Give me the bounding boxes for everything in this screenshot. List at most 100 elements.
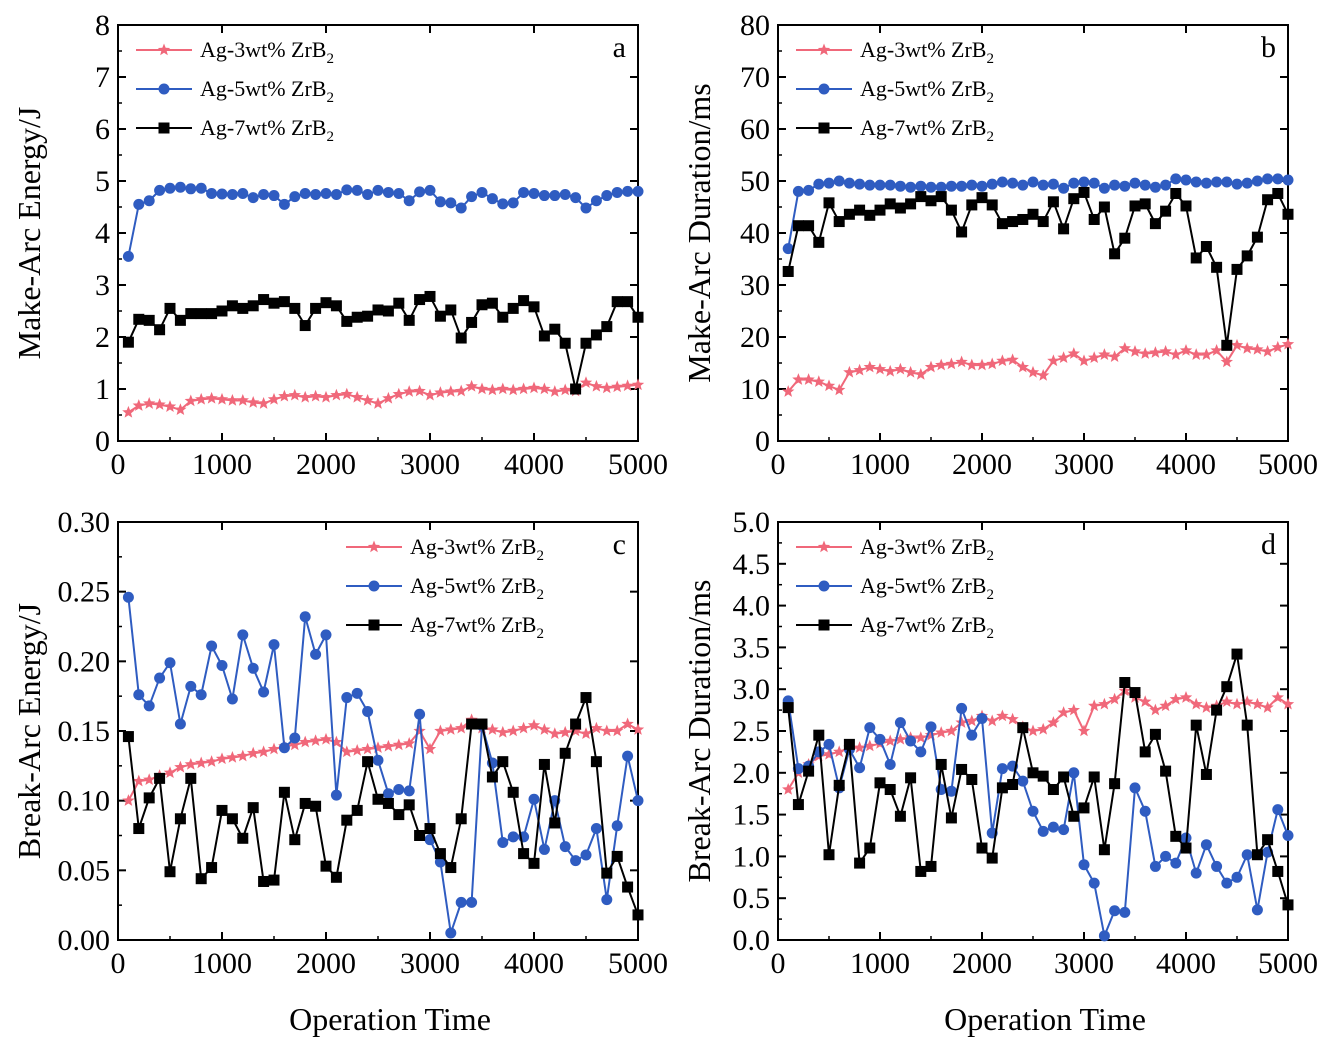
data-point-circle-marker — [341, 184, 353, 196]
data-point-circle-marker — [372, 184, 384, 196]
data-point-circle-marker — [580, 202, 592, 214]
data-point-circle-marker — [372, 754, 384, 766]
data-point-square-marker — [185, 308, 197, 320]
data-point-square-marker — [813, 236, 825, 248]
series-1 — [782, 337, 1295, 397]
data-point-square-marker — [1047, 784, 1059, 796]
data-point-star-marker — [792, 373, 805, 385]
data-point-star-marker — [955, 355, 968, 368]
data-point-star-marker — [475, 382, 489, 395]
data-point-square-marker — [195, 873, 207, 885]
data-point-star-marker — [299, 735, 312, 748]
series-2 — [782, 173, 1294, 255]
legend-label: Ag-7wt% ZrB2 — [410, 612, 544, 642]
data-point-square-marker — [1190, 719, 1202, 731]
data-point-square-marker — [1272, 865, 1284, 877]
data-point-circle-marker — [549, 190, 561, 202]
y-axis-title: Break-Arc Duration/ms — [681, 579, 717, 882]
data-point-square-marker — [782, 265, 794, 277]
data-point-circle-marker — [864, 179, 876, 191]
data-point-star-marker — [853, 363, 866, 376]
data-point-circle-marker — [1200, 839, 1212, 851]
data-point-circle-marker — [611, 186, 623, 198]
data-point-circle-marker — [424, 184, 436, 196]
data-point-star-marker — [517, 721, 530, 734]
data-point-star-marker — [205, 755, 218, 767]
data-point-circle-marker — [351, 687, 363, 699]
x-tick-label: 3000 — [400, 947, 460, 980]
data-point-star-marker — [1128, 345, 1142, 357]
data-point-square-marker — [945, 812, 957, 824]
data-point-star-marker — [288, 738, 301, 751]
data-point-star-marker — [215, 392, 229, 405]
y-tick-label: 70 — [740, 61, 770, 94]
series-3 — [122, 692, 644, 921]
data-point-circle-marker — [915, 180, 927, 192]
data-point-star-marker — [1057, 351, 1070, 364]
data-point-square-marker — [143, 792, 155, 804]
y-tick-label: 0.30 — [58, 506, 111, 539]
data-point-circle-marker — [351, 184, 363, 196]
data-point-star-marker — [833, 383, 846, 396]
data-point-square-marker — [424, 823, 436, 835]
data-point-square-marker — [580, 692, 592, 704]
data-point-square-marker — [299, 797, 311, 809]
data-point-circle-marker — [966, 179, 978, 191]
data-point-circle-marker — [1190, 867, 1202, 879]
data-point-star-marker — [924, 728, 938, 741]
data-point-square-marker — [792, 220, 804, 232]
data-point-square-marker — [1272, 187, 1284, 199]
data-point-star-marker — [986, 714, 999, 727]
data-point-circle-marker — [1231, 871, 1243, 883]
data-point-square-marker — [393, 809, 405, 821]
data-point-square-marker — [434, 310, 446, 322]
x-tick-label: 5000 — [608, 947, 668, 980]
data-point-circle-marker — [1190, 176, 1202, 188]
data-point-star-marker — [1149, 703, 1162, 716]
data-point-circle-marker — [976, 712, 988, 724]
data-point-square-marker — [372, 793, 384, 805]
series-1 — [122, 376, 645, 418]
data-point-star-marker — [548, 727, 561, 740]
data-point-star-marker — [1251, 697, 1264, 710]
data-point-star-marker — [863, 360, 876, 373]
chart-panel-a: 0 1000 2000 3000 4000 5000 0 1 2 3 4 5 6 7 8 Make-Arc E… — [11, 9, 668, 481]
data-point-circle-marker — [174, 181, 186, 193]
data-point-star-marker — [184, 757, 197, 770]
data-point-star-marker — [163, 766, 177, 779]
data-point-square-marker — [174, 813, 186, 825]
data-point-square-marker — [226, 813, 238, 825]
data-point-circle-marker — [455, 202, 467, 214]
data-point-square-marker — [1078, 802, 1090, 814]
data-point-circle-marker — [486, 193, 498, 205]
data-point-square-marker — [601, 321, 613, 333]
data-point-circle-marker — [966, 729, 978, 741]
data-point-star-marker — [195, 392, 208, 405]
data-point-square-marker — [278, 786, 290, 798]
data-point-square-marker — [258, 294, 270, 306]
data-point-square-marker — [518, 848, 530, 860]
data-point-square-marker — [611, 296, 623, 308]
data-point-square-marker — [310, 302, 322, 314]
data-point-circle-marker — [570, 855, 582, 867]
data-point-star-marker — [1098, 697, 1111, 710]
data-point-square-marker — [1190, 252, 1202, 264]
data-point-circle-marker — [843, 177, 855, 189]
data-point-circle-marker — [905, 181, 917, 193]
data-point-square-marker — [549, 817, 561, 829]
data-point-square-marker — [590, 756, 602, 768]
data-point-square-marker — [507, 302, 519, 314]
data-point-circle-marker — [528, 187, 540, 199]
data-point-circle-marker — [1180, 174, 1192, 186]
data-point-circle-marker — [864, 722, 876, 734]
data-point-square-marker — [164, 866, 176, 878]
data-point-circle-marker — [403, 195, 415, 207]
data-point-star-marker — [914, 367, 927, 380]
data-point-star-marker — [802, 373, 815, 385]
data-point-circle-marker — [874, 733, 886, 745]
legend-square-marker — [158, 122, 170, 134]
data-point-star-marker — [371, 741, 385, 753]
data-point-circle-marker — [164, 182, 176, 194]
data-point-circle-marker — [1027, 805, 1039, 817]
data-point-star-marker — [579, 376, 593, 389]
